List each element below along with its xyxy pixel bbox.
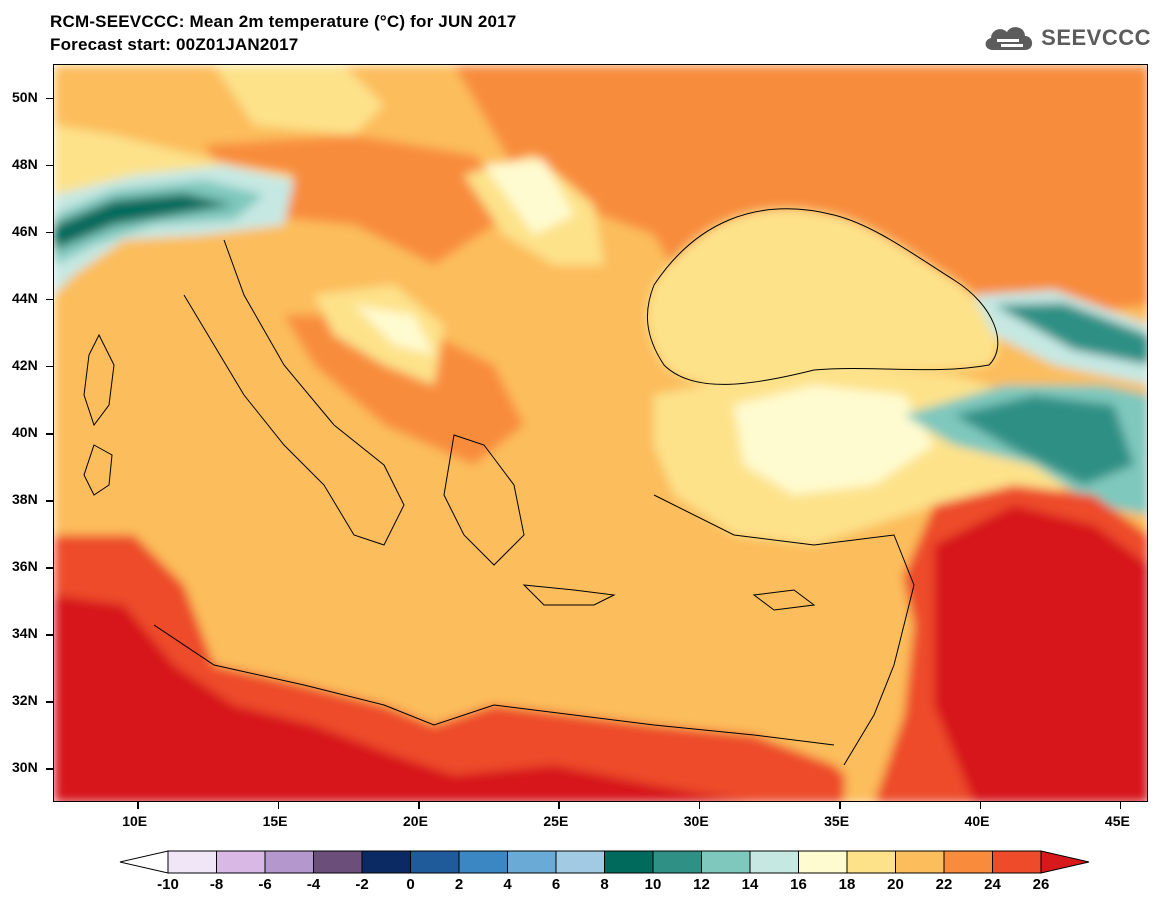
colorbar-label: -2 xyxy=(355,876,369,893)
lat-tick-mark xyxy=(46,433,53,435)
map-title: RCM-SEEVCCC: Mean 2m temperature (°C) fo… xyxy=(50,12,517,31)
colorbar-label: 22 xyxy=(935,876,953,893)
colorbar-label: 6 xyxy=(551,876,561,893)
logo-text: SEEVCCC xyxy=(1041,25,1151,50)
colorbar-label: 0 xyxy=(406,876,415,893)
colorbar-label: 4 xyxy=(503,876,512,893)
colorbar-label: -10 xyxy=(157,876,179,893)
lon-tick-label: 45E xyxy=(1104,813,1130,829)
lat-tick-label: 34N xyxy=(12,625,38,642)
lon-tick-mark xyxy=(698,802,701,809)
lon-tick-label: 30E xyxy=(683,813,709,829)
coastlines xyxy=(83,208,999,766)
lon-tick-mark xyxy=(979,802,982,809)
colorbar-label: 16 xyxy=(790,876,807,893)
colorbar-label: 24 xyxy=(984,876,1001,893)
lat-tick-mark xyxy=(46,164,53,167)
colorbar-label: 20 xyxy=(887,876,904,893)
seevccc-logo: SEEVCCC xyxy=(981,22,1151,54)
colorbar-swatch xyxy=(216,850,266,874)
lat-tick-label: 44N xyxy=(12,289,38,306)
colorbar-high-arrow xyxy=(1040,850,1090,874)
colorbar-label: 2 xyxy=(454,876,464,893)
colorbar-swatch xyxy=(652,850,702,874)
colorbar-swatch xyxy=(458,850,508,874)
colorbar-label: 18 xyxy=(838,876,856,893)
lon-tick-label: 40E xyxy=(964,813,990,829)
colorbar-label: 26 xyxy=(1032,876,1050,893)
temperature-map xyxy=(53,64,1148,802)
lat-tick-label: 40N xyxy=(12,424,38,440)
colorbar-swatch xyxy=(507,850,557,874)
lon-tick-label: 20E xyxy=(403,813,428,829)
lat-tick-label: 50N xyxy=(12,88,38,105)
lat-tick-label: 30N xyxy=(12,759,38,776)
lat-tick-label: 48N xyxy=(12,155,38,172)
lat-tick-label: 32N xyxy=(12,692,38,709)
lon-tick-mark xyxy=(137,802,139,809)
colorbar-swatch xyxy=(749,850,799,874)
colorbar-swatch xyxy=(264,850,314,874)
lon-tick-label: 35E xyxy=(824,813,850,829)
lat-tick-mark xyxy=(46,365,53,368)
lat-tick-mark xyxy=(46,231,53,234)
lat-tick-mark xyxy=(46,298,53,301)
lat-tick-mark xyxy=(46,701,53,703)
colorbar-label: -8 xyxy=(209,876,224,893)
lat-tick-mark xyxy=(46,97,53,100)
lat-tick-label: 38N xyxy=(12,491,38,508)
colorbar-swatch xyxy=(798,850,848,874)
lon-tick-label: 25E xyxy=(543,813,569,829)
colorbar-label: -4 xyxy=(306,876,321,893)
colorbar-swatch xyxy=(167,850,217,874)
colorbar-swatch xyxy=(604,850,654,874)
colorbar-label: 14 xyxy=(741,876,759,893)
lon-tick-mark xyxy=(1119,802,1122,809)
colorbar-label: -6 xyxy=(258,876,272,893)
forecast-start-label: Forecast start: 00Z01JAN2017 xyxy=(50,35,299,54)
cloud-icon xyxy=(985,27,1033,50)
lat-tick-mark xyxy=(46,567,53,569)
colorbar-swatch xyxy=(846,850,896,874)
colorbar-swatch xyxy=(895,850,945,874)
colorbar-low-arrow xyxy=(119,850,169,874)
lon-tick-mark xyxy=(558,802,560,809)
colorbar-swatch xyxy=(313,850,363,874)
lat-tick-label: 46N xyxy=(12,222,38,239)
lon-tick-label: 10E xyxy=(122,813,148,829)
lat-tick-label: 36N xyxy=(12,558,38,575)
lon-tick-mark xyxy=(277,802,280,809)
colorbar-swatch xyxy=(555,850,605,874)
colorbar-svg xyxy=(119,850,1090,874)
colorbar-swatch xyxy=(361,850,411,874)
lat-tick-mark xyxy=(46,768,53,770)
lat-tick-mark xyxy=(46,500,53,502)
colorbar-label: 10 xyxy=(644,876,662,893)
colorbar-swatch xyxy=(410,850,460,874)
colorbar-label: 8 xyxy=(600,876,609,893)
lon-tick-mark xyxy=(418,802,420,809)
lon-tick-label: 15E xyxy=(262,813,288,829)
map-canvas xyxy=(54,65,1147,801)
lat-tick-label: 42N xyxy=(12,356,38,373)
colorbar-swatch xyxy=(943,850,993,874)
lon-tick-mark xyxy=(839,802,841,809)
lat-tick-mark xyxy=(46,634,53,636)
colorbar-swatch xyxy=(701,850,751,874)
colorbar-label: 12 xyxy=(693,876,710,893)
colorbar-swatch xyxy=(992,850,1042,874)
